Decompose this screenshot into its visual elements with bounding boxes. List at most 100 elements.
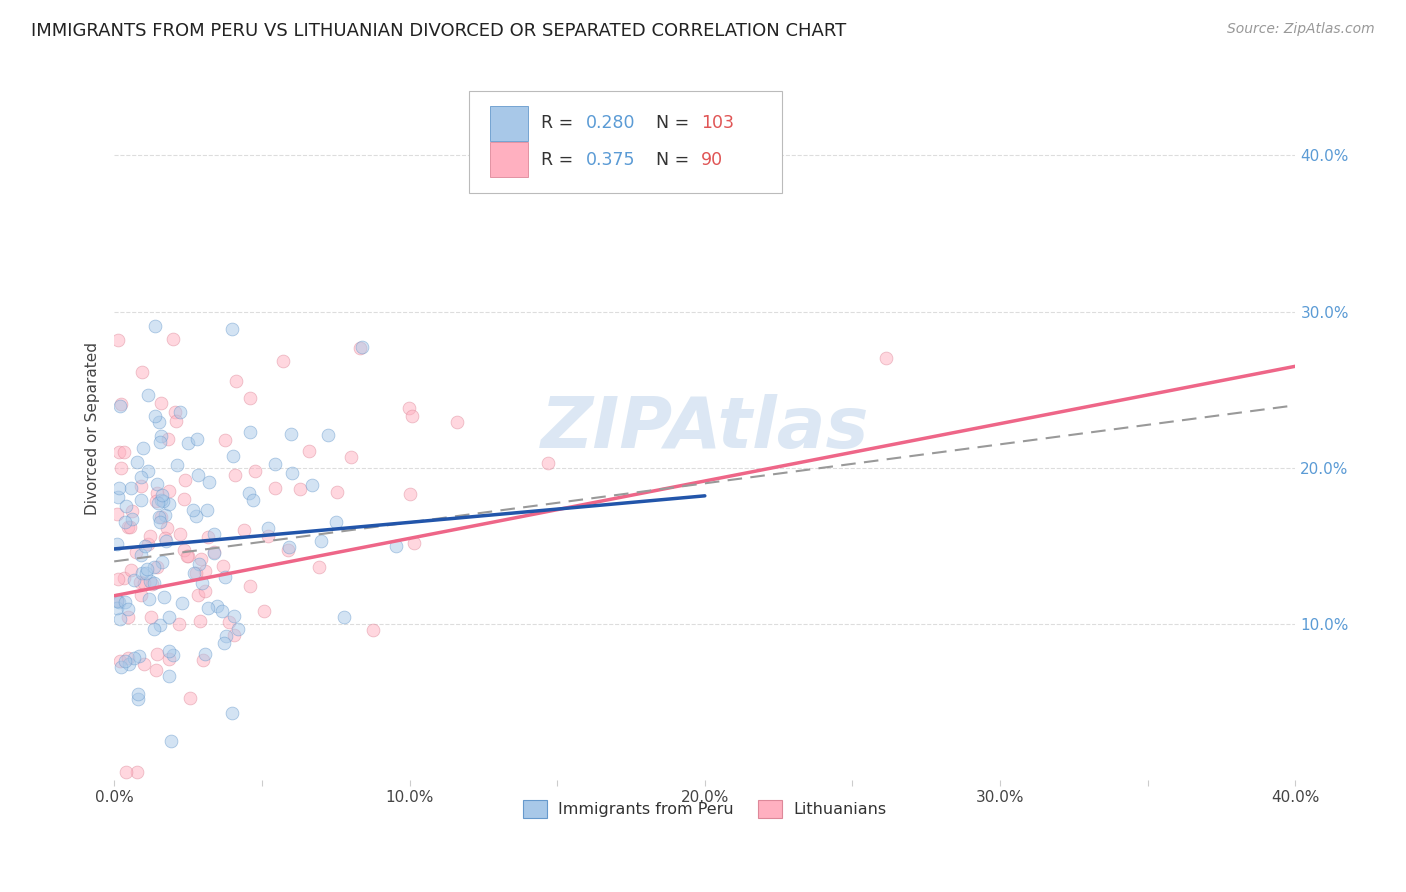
Point — [150, 395, 173, 409]
Point — [135, 566, 157, 580]
Point — [105, 600, 128, 615]
Point — [134, 539, 156, 553]
Point — [138, 592, 160, 607]
Point — [157, 669, 180, 683]
Point — [187, 468, 209, 483]
Point — [107, 334, 129, 348]
Point — [127, 455, 149, 469]
Y-axis label: Divorced or Separated: Divorced or Separated — [86, 343, 100, 516]
Point — [129, 588, 152, 602]
Point — [150, 509, 173, 524]
Point — [301, 477, 323, 491]
Point — [131, 470, 153, 484]
Point — [127, 687, 149, 701]
Point — [149, 516, 172, 530]
Point — [401, 409, 423, 424]
Text: R =: R = — [541, 151, 578, 169]
Point — [280, 426, 302, 441]
Point — [108, 481, 131, 495]
Point — [141, 577, 163, 591]
Point — [176, 549, 198, 563]
Point — [108, 445, 131, 459]
Point — [194, 648, 217, 662]
Point — [166, 458, 188, 472]
Point — [173, 543, 195, 558]
Point — [117, 602, 139, 616]
Point — [202, 527, 225, 541]
Point — [115, 499, 138, 513]
Point — [105, 593, 128, 607]
FancyBboxPatch shape — [489, 105, 527, 141]
Point — [183, 566, 205, 581]
Point — [875, 351, 897, 365]
Point — [222, 627, 245, 641]
Point — [131, 548, 153, 562]
Point — [222, 450, 245, 464]
Point — [197, 601, 219, 615]
Point — [148, 510, 170, 524]
Point — [146, 560, 169, 574]
Point — [107, 490, 129, 504]
Point — [108, 595, 131, 609]
Point — [162, 648, 184, 663]
Point — [108, 399, 131, 413]
Point — [243, 464, 266, 478]
Point — [190, 551, 212, 566]
Point — [187, 588, 209, 602]
Text: R =: R = — [541, 114, 578, 132]
Point — [128, 649, 150, 664]
Point — [157, 609, 180, 624]
Point — [142, 622, 165, 636]
Text: Source: ZipAtlas.com: Source: ZipAtlas.com — [1227, 22, 1375, 37]
Point — [146, 476, 169, 491]
Point — [280, 466, 302, 480]
Point — [149, 429, 172, 443]
Point — [288, 482, 311, 496]
Point — [132, 657, 155, 672]
Point — [239, 391, 262, 405]
Point — [121, 504, 143, 518]
Text: 90: 90 — [702, 151, 724, 169]
Point — [165, 414, 187, 428]
FancyBboxPatch shape — [468, 92, 782, 194]
Point — [398, 401, 420, 415]
Point — [202, 546, 225, 560]
Point — [184, 566, 207, 580]
Point — [117, 520, 139, 534]
Point — [157, 483, 180, 498]
Point — [309, 533, 332, 548]
Point — [120, 563, 142, 577]
Point — [129, 478, 152, 492]
Point — [179, 690, 201, 705]
Point — [184, 508, 207, 523]
Point — [131, 365, 153, 379]
Point — [110, 461, 132, 475]
Point — [277, 542, 299, 557]
Point — [194, 583, 217, 598]
Point — [197, 502, 219, 516]
Point — [127, 765, 149, 780]
Text: 103: 103 — [702, 114, 734, 132]
Point — [188, 614, 211, 628]
Point — [188, 557, 211, 571]
Point — [105, 537, 128, 551]
Point — [211, 604, 233, 618]
Point — [193, 653, 215, 667]
Point — [136, 388, 159, 402]
Point — [167, 616, 190, 631]
Point — [148, 618, 170, 632]
Point — [145, 663, 167, 677]
Point — [326, 485, 349, 500]
Point — [257, 521, 280, 535]
Point — [214, 636, 236, 650]
Point — [141, 610, 163, 624]
Point — [120, 519, 142, 533]
Point — [148, 415, 170, 429]
Point — [169, 405, 191, 419]
Point — [143, 409, 166, 423]
Point — [108, 612, 131, 626]
Point — [132, 442, 155, 456]
Point — [181, 503, 204, 517]
Point — [218, 615, 240, 630]
Point — [129, 493, 152, 508]
